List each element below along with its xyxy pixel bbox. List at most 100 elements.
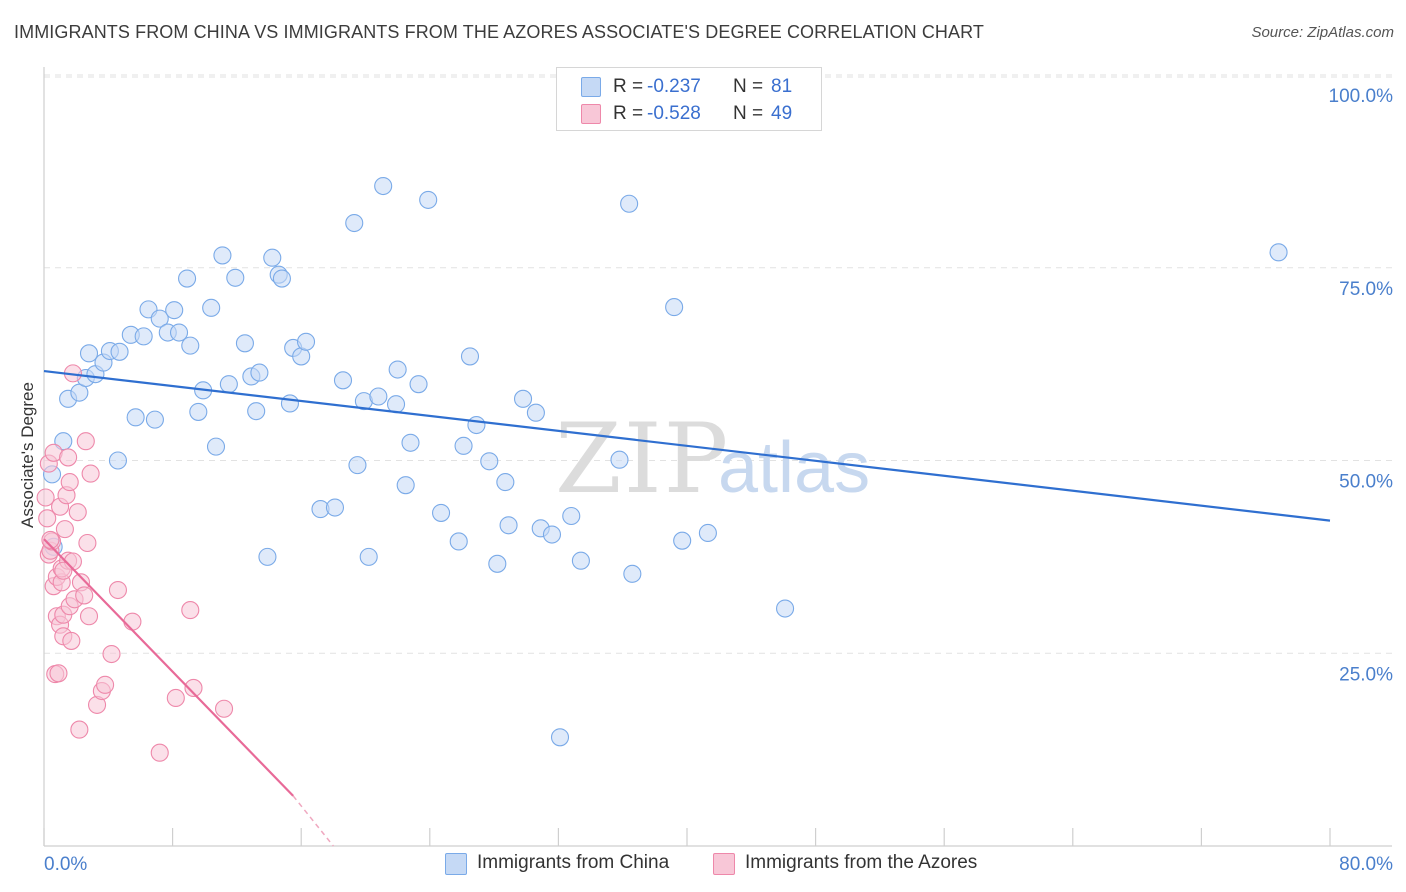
azores-point <box>55 520 74 539</box>
china-point <box>396 476 415 495</box>
azores-point <box>49 664 68 683</box>
china-point <box>623 564 642 583</box>
legend-swatch-china <box>445 853 467 875</box>
y-tick-label: 75.0% <box>1339 279 1393 300</box>
china-point <box>776 599 795 618</box>
legend-n-value-azores: 49 <box>771 103 793 124</box>
azores-point <box>68 503 87 522</box>
china-point <box>126 408 145 427</box>
legend-r-value-china: -0.237 <box>647 76 701 97</box>
svg-text:atlas: atlas <box>718 428 870 508</box>
azores-point <box>36 488 55 507</box>
china-point <box>449 532 468 551</box>
azores-point <box>60 473 79 492</box>
china-point <box>110 342 129 361</box>
legend-label-china: Immigrants from China <box>477 852 670 873</box>
china-point <box>386 395 406 414</box>
azores-point <box>79 607 99 626</box>
azores-point <box>81 464 100 483</box>
china-point <box>496 473 515 492</box>
china-point <box>250 363 269 382</box>
china-point <box>620 194 639 213</box>
chart-title: IMMIGRANTS FROM CHINA VS IMMIGRANTS FROM… <box>14 22 985 42</box>
china-point <box>247 402 266 421</box>
azores-point <box>38 509 57 528</box>
legend-r-label: R = <box>613 76 644 97</box>
x-tick-label-max: 80.0% <box>1339 854 1393 875</box>
azores-point <box>78 533 97 553</box>
china-point <box>165 301 184 320</box>
azores-point <box>108 580 127 600</box>
china-point <box>369 387 388 406</box>
series-china-points <box>42 176 1288 747</box>
azores-point <box>181 601 200 620</box>
legend-r-value-azores: -0.528 <box>647 103 701 124</box>
legend-n-label: N = <box>733 103 764 124</box>
azores-trend-extension <box>292 795 334 847</box>
china-point <box>325 498 345 517</box>
china-point <box>610 450 629 469</box>
china-point <box>698 523 717 543</box>
y-tick-label: 25.0% <box>1339 664 1393 685</box>
china-point <box>513 389 533 408</box>
china-point <box>388 360 407 379</box>
china-point <box>550 728 570 747</box>
china-point <box>145 410 164 429</box>
china-point <box>272 269 291 288</box>
legend-r-label: R = <box>613 103 644 124</box>
china-point <box>54 432 73 451</box>
china-point <box>499 516 518 535</box>
china-point <box>488 554 507 573</box>
y-tick-label: 50.0% <box>1339 472 1393 493</box>
legend-swatch-azores <box>581 104 601 124</box>
china-point <box>169 323 189 342</box>
china-point <box>280 394 299 413</box>
china-point <box>202 298 221 317</box>
legend-label-azores: Immigrants from the Azores <box>745 852 978 873</box>
china-point <box>333 371 353 390</box>
chart-source: Source: ZipAtlas.com <box>1251 24 1394 41</box>
watermark: ZIP atlas <box>555 403 870 515</box>
y-axis-title: Associate's Degree <box>18 382 37 528</box>
trend-lines <box>43 369 1331 847</box>
china-point <box>226 268 245 287</box>
correlation-legend: R = -0.237 N = 81 R = -0.528 N = 49 <box>556 67 822 131</box>
china-point <box>296 332 316 351</box>
azores-point <box>70 720 89 739</box>
china-point <box>401 433 420 452</box>
azores-point <box>59 448 78 467</box>
china-point <box>178 269 197 288</box>
azores-trend-line <box>43 538 294 797</box>
svg-text:ZIP: ZIP <box>555 403 730 515</box>
china-point <box>542 525 562 544</box>
china-point <box>460 347 480 366</box>
china-point <box>665 298 684 317</box>
china-point <box>206 437 226 456</box>
china-point <box>150 309 169 328</box>
china-point <box>348 456 367 475</box>
azores-point <box>75 586 94 605</box>
legend-swatch-china <box>581 77 601 97</box>
series-legend: Immigrants from China Immigrants from th… <box>0 852 1406 878</box>
x-tick-label-min: 0.0% <box>44 854 87 875</box>
azores-point <box>96 675 115 694</box>
tick-labels: 100.0% 75.0% 50.0% 25.0% 0.0% 80.0% <box>44 86 1393 875</box>
china-point <box>409 375 428 394</box>
azores-point <box>41 530 60 549</box>
china-point <box>374 176 393 196</box>
china-point <box>359 547 378 566</box>
china-point <box>213 246 232 265</box>
azores-point <box>214 699 234 718</box>
china-point <box>526 403 545 422</box>
y-tick-label: 100.0% <box>1329 86 1394 107</box>
china-point <box>258 547 277 566</box>
china-point <box>263 248 282 267</box>
china-point <box>432 503 451 522</box>
china-point <box>345 213 364 233</box>
china-point <box>419 190 438 209</box>
azores-point <box>76 432 95 451</box>
china-point <box>673 531 692 550</box>
azores-point <box>184 678 203 697</box>
china-point <box>480 452 499 471</box>
